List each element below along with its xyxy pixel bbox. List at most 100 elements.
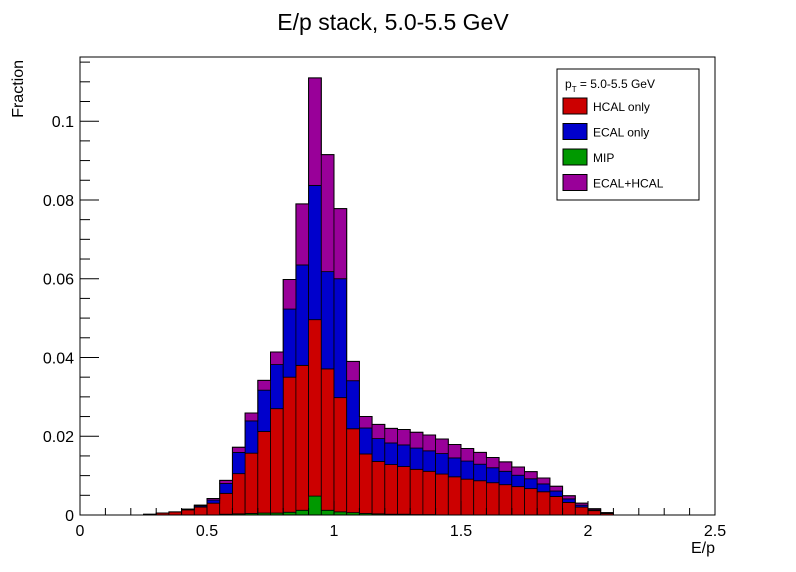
legend-label: HCAL only — [593, 100, 650, 114]
bar-ecal-only-21 — [397, 444, 411, 467]
bar-hcal-only-31 — [524, 488, 538, 516]
bar-ecal-only-32 — [536, 483, 551, 493]
bar-hcal-only-20 — [384, 464, 398, 515]
legend-swatch — [562, 174, 588, 191]
bar-ecal-only-9 — [244, 420, 259, 454]
bar-ecal-only-18 — [358, 427, 373, 455]
bar-ecal-hcal-9 — [244, 412, 259, 422]
bar-hcal-only-10 — [257, 431, 271, 514]
bar-hcal-only-16 — [333, 397, 348, 513]
bar-hcal-only-5 — [193, 506, 208, 516]
bar-ecal-only-17 — [346, 380, 360, 430]
x-tick-label: 0.5 — [196, 523, 218, 540]
bar-hcal-only-34 — [562, 501, 576, 516]
bar-hcal-only-15 — [320, 368, 335, 511]
x-tick-label: 1.5 — [450, 523, 472, 540]
bar-ecal-only-10 — [257, 389, 271, 432]
bar-hcal-only-7 — [219, 492, 233, 515]
y-tick-label: 0.02 — [43, 429, 74, 446]
bar-ecal-only-13 — [295, 264, 309, 366]
bar-ecal-only-22 — [409, 447, 424, 470]
bar-ecal-hcal-32 — [536, 477, 551, 485]
bar-hcal-only-21 — [397, 466, 411, 515]
legend-swatch — [562, 123, 588, 140]
bar-hcal-only-17 — [346, 428, 360, 514]
bar-ecal-hcal-31 — [524, 471, 538, 480]
bar-ecal-hcal-21 — [397, 429, 411, 446]
legend-header-main: p — [565, 77, 572, 91]
bar-ecal-only-11 — [270, 364, 284, 410]
bar-hcal-only-11 — [270, 408, 284, 514]
legend-label: ECAL only — [593, 126, 649, 140]
bar-hcal-only-12 — [282, 376, 297, 513]
bar-ecal-hcal-15 — [320, 154, 335, 273]
bar-ecal-only-20 — [384, 442, 398, 465]
bar-ecal-only-31 — [524, 478, 538, 490]
y-tick-label: 0.1 — [52, 114, 74, 131]
bar-hcal-only-18 — [358, 453, 373, 514]
bar-ecal-only-34 — [562, 498, 576, 503]
bar-ecal-only-16 — [333, 278, 348, 399]
bar-ecal-only-24 — [435, 453, 449, 475]
bar-hcal-only-36 — [587, 510, 602, 516]
y-axis-label: Fraction — [10, 60, 27, 118]
bar-ecal-only-8 — [231, 451, 246, 475]
bar-ecal-only-19 — [371, 438, 386, 462]
bar-hcal-only-27 — [473, 480, 487, 516]
bar-hcal-only-23 — [422, 470, 436, 516]
plot-frame — [79, 56, 716, 516]
bar-hcal-only-4 — [181, 509, 195, 516]
x-axis: 0 0.5 1 1.5 2 2.5 — [76, 501, 726, 540]
bar-ecal-hcal-23 — [422, 434, 436, 452]
bar-ecal-only-7 — [219, 483, 233, 494]
bar-ecal-hcal-22 — [409, 431, 424, 449]
y-tick-label: 0.04 — [43, 350, 74, 367]
bar-hcal-only-9 — [244, 452, 259, 514]
x-tick-label: 0 — [76, 523, 85, 540]
bar-hcal-only-14 — [308, 319, 322, 497]
bar-hcal-only-8 — [231, 473, 246, 515]
bar-ecal-only-12 — [282, 308, 297, 378]
bar-ecal-only-14 — [308, 184, 322, 321]
x-tick-label: 2.5 — [704, 523, 726, 540]
bar-hcal-only-28 — [485, 482, 500, 516]
bar-ecal-hcal-13 — [295, 203, 309, 266]
bar-ecal-only-28 — [485, 467, 500, 484]
chart-title: E/p stack, 5.0-5.5 GeV — [277, 9, 509, 35]
x-tick-label: 1 — [330, 523, 339, 540]
bar-hcal-only-32 — [536, 491, 551, 516]
bar-ecal-hcal-28 — [485, 457, 500, 469]
bar-ecal-only-6 — [206, 499, 221, 504]
bar-ecal-only-29 — [498, 470, 513, 486]
bar-ecal-only-26 — [460, 460, 475, 480]
legend-header-sub: T — [572, 85, 577, 94]
bar-hcal-only-33 — [549, 496, 564, 516]
bar-hcal-only-29 — [498, 484, 513, 516]
y-tick-label: 0.08 — [43, 193, 74, 210]
y-axis: 0 0.02 0.04 0.06 0.08 0.1 — [43, 61, 99, 525]
x-axis-label: E/p — [691, 540, 715, 557]
y-tick-label: 0 — [65, 508, 74, 525]
bar-hcal-only-35 — [574, 506, 589, 516]
bar-ecal-hcal-12 — [282, 279, 297, 310]
bar-hcal-only-24 — [435, 473, 449, 516]
bar-ecal-hcal-18 — [358, 416, 373, 429]
legend-swatch — [562, 97, 588, 115]
histogram-bars — [143, 77, 614, 516]
legend-swatch — [562, 148, 588, 166]
bar-ecal-hcal-16 — [333, 208, 348, 280]
bar-ecal-only-25 — [447, 457, 462, 478]
bar-ecal-only-23 — [422, 450, 436, 472]
bar-hcal-only-30 — [511, 486, 525, 516]
legend-header: pT = 5.0-5.5 GeV — [565, 77, 655, 94]
bar-hcal-only-13 — [295, 364, 309, 511]
bar-ecal-hcal-24 — [435, 438, 449, 454]
bar-hcal-only-25 — [447, 476, 462, 516]
bar-ecal-hcal-11 — [270, 351, 284, 365]
bar-hcal-only-19 — [371, 461, 386, 515]
bar-ecal-hcal-33 — [549, 485, 564, 492]
bar-ecal-hcal-30 — [511, 466, 525, 476]
x-tick-label: 2 — [584, 523, 593, 540]
legend: pT = 5.0-5.5 GeV HCAL only ECAL only MIP EC… — [556, 68, 700, 201]
